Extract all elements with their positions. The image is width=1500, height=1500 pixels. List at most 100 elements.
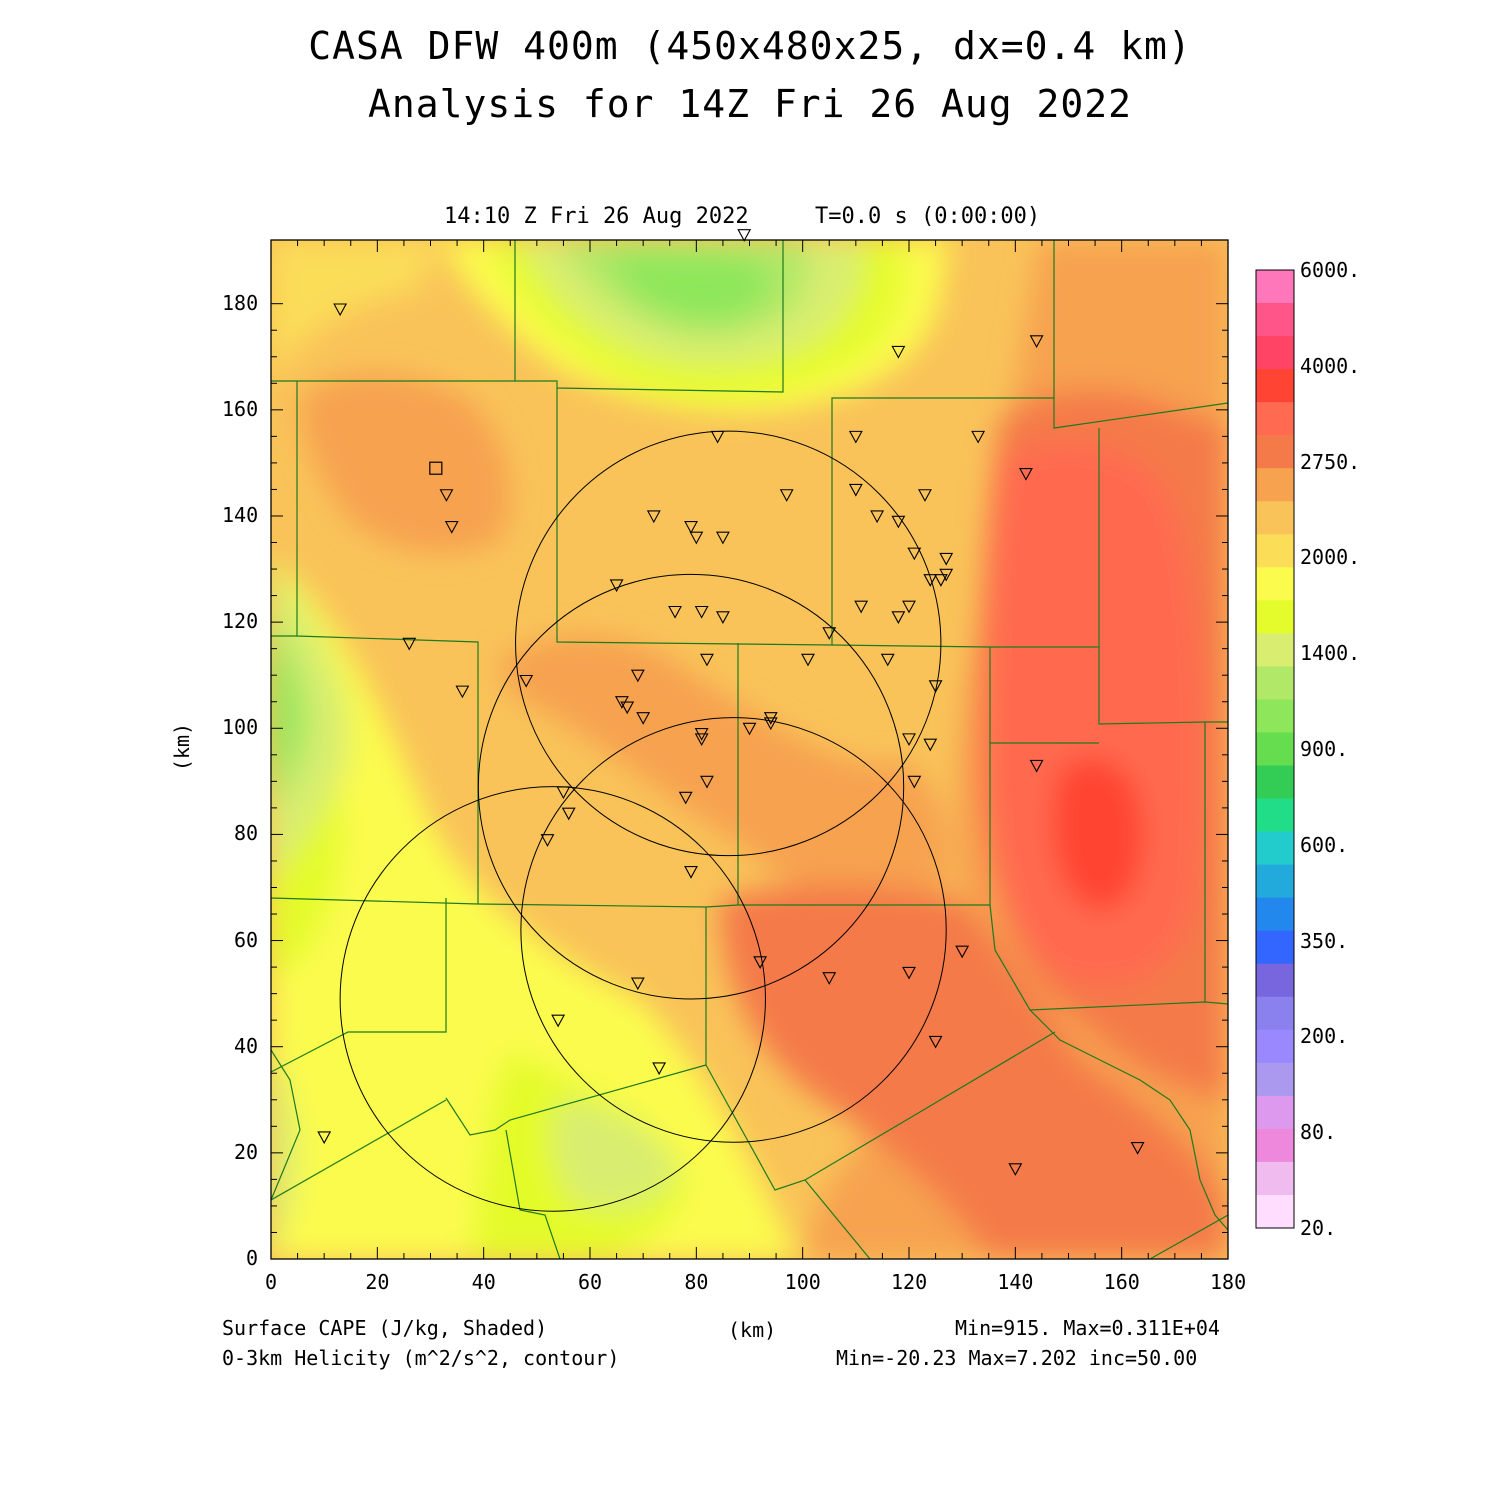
county-boundaries <box>271 240 1228 1259</box>
colorbar-label: 2000. <box>1300 545 1361 570</box>
station-marker <box>1029 335 1044 348</box>
station-marker <box>763 717 778 731</box>
station-marker <box>551 1014 566 1028</box>
colorbar-label: 6000. <box>1300 258 1361 282</box>
colorbar-swatch <box>1256 831 1294 866</box>
station-marker <box>902 733 916 747</box>
station-marker <box>636 712 651 725</box>
axis-ticks <box>270 240 1229 1260</box>
x-tick-label: 140 <box>997 1270 1034 1294</box>
colorbar-swatch <box>1256 633 1294 667</box>
y-tick-label: 140 <box>222 502 259 527</box>
station-marker <box>923 738 938 752</box>
station-marker <box>715 611 730 624</box>
station-marker <box>928 680 943 693</box>
station-marker <box>668 605 682 619</box>
station-marker <box>444 521 459 534</box>
station-marker <box>955 945 970 959</box>
footer-shaded-field: Surface CAPE (J/kg, Shaded) <box>222 1316 548 1340</box>
station-marker <box>689 531 704 545</box>
station-marker <box>540 834 555 847</box>
x-tick-label: 0 <box>265 1270 278 1294</box>
radar-ring <box>339 786 766 1212</box>
colorbar-swatch <box>1256 1029 1294 1064</box>
x-tick-label: 60 <box>578 1270 603 1294</box>
station-marker <box>333 303 348 317</box>
plot-subtitle: Analysis for 14Z Fri 26 Aug 2022 <box>367 82 1133 126</box>
y-tick-label: 100 <box>222 715 259 740</box>
station-marker <box>678 791 693 805</box>
station-marker <box>933 574 948 587</box>
station-marker <box>1019 467 1033 481</box>
station-marker <box>561 807 576 821</box>
station-marker <box>556 786 571 800</box>
colorbar-swatch <box>1256 930 1294 965</box>
station-marker <box>646 510 661 524</box>
radar-ring <box>477 573 905 1000</box>
footer-contour-minmax: Min=-20.23 Max=7.202 inc=50.00 <box>836 1346 1198 1370</box>
x-axis-label: (km) <box>728 1318 777 1342</box>
station-marker <box>630 977 645 991</box>
colorbar-swatch <box>1256 402 1294 436</box>
x-tick-label: 120 <box>891 1270 928 1294</box>
station-marker <box>907 775 922 789</box>
footer-contour-field: 0-3km Helicity (m^2/s^2, contour) <box>222 1346 620 1370</box>
station-marker <box>700 775 714 789</box>
station-marker <box>918 489 932 502</box>
colorbar <box>1255 269 1295 1229</box>
colorbar-label: 900. <box>1300 737 1349 761</box>
station-marker <box>907 547 922 561</box>
station-marker <box>848 483 863 497</box>
colorbar-label: 200. <box>1300 1024 1349 1049</box>
colorbar-label: 600. <box>1300 832 1349 857</box>
square-station-marker <box>429 461 443 475</box>
station-marker <box>710 430 725 444</box>
station-marker <box>848 430 863 444</box>
model-time: T=0.0 s (0:00:00) <box>815 204 1041 229</box>
radar-ring <box>515 430 942 857</box>
colorbar-swatch <box>1256 336 1294 370</box>
y-tick-label: 120 <box>222 609 259 634</box>
colorbar-swatch <box>1256 1095 1294 1130</box>
station-marker <box>891 611 906 624</box>
colorbar-swatch <box>1256 699 1294 733</box>
x-tick-label: 180 <box>1210 1270 1247 1294</box>
colorbar-swatch <box>1256 369 1294 403</box>
station-marker <box>971 430 986 444</box>
station-marker <box>891 515 906 529</box>
station-marker <box>630 669 645 683</box>
station-marker <box>609 579 624 593</box>
colorbar-swatch <box>1256 1161 1294 1196</box>
colorbar-swatch <box>1256 1194 1294 1229</box>
station-marker <box>880 653 895 667</box>
y-axis-label: (km) <box>170 722 195 772</box>
colorbar-swatch <box>1256 435 1294 469</box>
colorbar-swatch <box>1256 666 1294 700</box>
y-tick-label: 40 <box>234 1033 259 1058</box>
colorbar-swatch <box>1256 600 1294 634</box>
y-tick-label: 60 <box>234 927 259 952</box>
station-marker <box>822 972 837 985</box>
station-marker <box>652 1062 667 1076</box>
station-marker <box>742 722 757 736</box>
x-tick-label: 160 <box>1103 1270 1140 1294</box>
station-marker <box>402 637 417 651</box>
station-marker <box>822 627 837 640</box>
colorbar-label: 350. <box>1300 928 1349 953</box>
y-tick-label: 160 <box>222 396 259 421</box>
station-marker <box>1008 1163 1023 1176</box>
colorbar-label: 20. <box>1300 1216 1337 1240</box>
colorbar-swatch <box>1256 1128 1294 1163</box>
station-marker <box>923 574 938 587</box>
x-tick-label: 100 <box>784 1270 821 1294</box>
station-marker <box>620 701 635 715</box>
y-tick-label: 180 <box>222 290 259 315</box>
station-marker <box>700 653 714 667</box>
colorbar-label: 2750. <box>1300 449 1361 474</box>
station-marker <box>737 229 752 242</box>
station-marker <box>939 552 954 566</box>
y-tick-label: 0 <box>246 1246 259 1270</box>
colorbar-swatch <box>1256 501 1294 535</box>
colorbar-swatch <box>1256 468 1294 502</box>
footer-shaded-minmax: Min=915. Max=0.311E+04 <box>955 1316 1220 1340</box>
